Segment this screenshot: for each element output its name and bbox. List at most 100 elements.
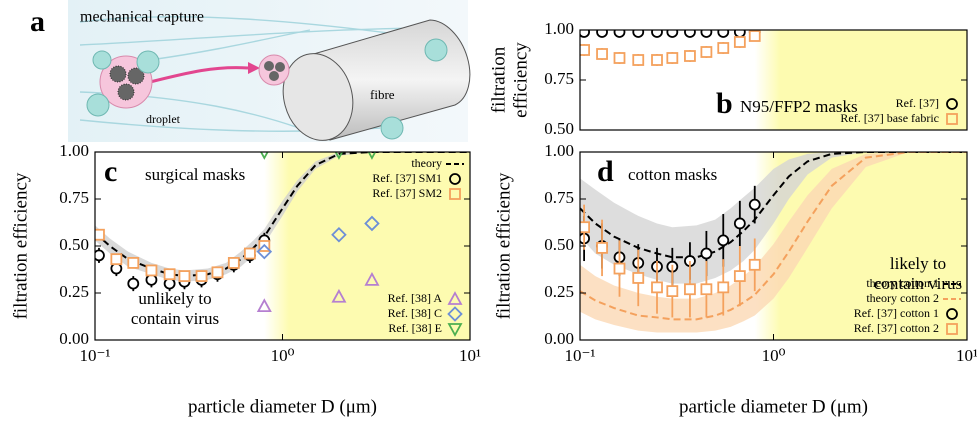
marker-square (596, 48, 608, 60)
marker-square (651, 54, 663, 66)
panel-title: N95/FFP2 masks (740, 97, 858, 116)
marker-square (613, 262, 626, 275)
marker-circle (717, 30, 730, 38)
legend-label: theory (411, 156, 442, 170)
marker-square (733, 36, 746, 48)
marker-square (666, 285, 679, 298)
panel-label: c (104, 155, 117, 188)
marker-square (580, 221, 591, 234)
legend-label: theory cotton 1 (866, 276, 939, 290)
x-axis-label: particle diameter D (μm) (679, 396, 868, 417)
y-axis-label: efficiency (510, 42, 531, 118)
legend-label: Ref. [38] E (388, 321, 442, 335)
fibre-label: fibre (370, 87, 395, 102)
droplet-label: droplet (146, 112, 181, 126)
marker-square (651, 281, 663, 294)
y-tick-label: 0.75 (544, 69, 574, 88)
marker-square (95, 228, 105, 241)
legend-label: Ref. [37] SM1 (372, 171, 442, 185)
marker-square (613, 52, 626, 64)
y-axis-label: filtration efficiency (10, 172, 31, 319)
marker-triangle (331, 288, 347, 303)
marker-square (700, 283, 713, 296)
marker-triangle (447, 291, 463, 305)
marker-circle (733, 30, 746, 38)
marker-square (684, 50, 696, 62)
uncertainty-band (580, 152, 967, 284)
marker-square (178, 270, 191, 282)
marker-triangle (447, 323, 463, 337)
panel: 0.50 0.75 1.00 filtration efficiency b N95/FFP… (488, 19, 968, 138)
legend-label: Ref. [37] base fabric (840, 111, 939, 125)
marker-square (700, 46, 713, 58)
marker-square (596, 241, 608, 254)
schematic-title: mechanical capture (80, 9, 204, 26)
schematic: a mechanical capture droplet fibre (30, 0, 471, 142)
likely-region (754, 30, 967, 130)
marker-circle (748, 198, 761, 211)
marker-diamond (256, 243, 273, 260)
y-tick-label: 0.75 (544, 188, 574, 207)
y-tick-label: 0.50 (544, 235, 574, 254)
legend-label: Ref. [37] cotton 2 (854, 321, 939, 335)
marker-square (748, 258, 761, 271)
legend-label: theory cotton 2 (866, 291, 939, 305)
marker-square (127, 257, 140, 269)
marker-square (632, 54, 645, 66)
y-axis-label: filtration (488, 46, 509, 113)
marker-circle (946, 98, 958, 110)
y-tick-label: 0.50 (544, 119, 574, 138)
x-tick-label: 10⁰ (762, 346, 786, 365)
marker-square (946, 113, 958, 125)
marker-circle (651, 30, 663, 38)
panel-title: cotton masks (628, 165, 717, 184)
particles (86, 38, 448, 140)
marker-circle (717, 234, 730, 247)
marker-triangle (256, 298, 272, 313)
panel: 0.00 0.25 0.50 0.75 1.00 10⁻¹ 10⁰ 10¹ filtration… (10, 141, 481, 417)
annotation: contain virus (874, 274, 962, 293)
trajectory-arrow (149, 66, 249, 84)
marker-square (684, 283, 696, 296)
marker-square (211, 266, 224, 279)
fibre-end (282, 53, 354, 141)
marker-triangle (364, 271, 380, 286)
marker-square (717, 42, 730, 54)
panel-title: surgical masks (145, 165, 245, 184)
y-axis-label: filtration efficiency (493, 172, 514, 319)
marker-circle (700, 247, 713, 260)
x-tick-label: 10⁻¹ (564, 346, 595, 365)
arrow-head (248, 62, 260, 74)
plot-area (95, 152, 470, 340)
marker-diamond (447, 306, 463, 322)
marker-square (666, 52, 679, 64)
marker-square (145, 264, 158, 277)
plot-area (580, 152, 967, 340)
virus (264, 61, 274, 71)
legend-label: Ref. [38] A (388, 291, 443, 305)
theory-line (580, 152, 967, 321)
marker-circle (632, 30, 645, 38)
marker-square (946, 323, 958, 335)
marker-square (449, 188, 461, 200)
x-tick-label: 10¹ (459, 346, 481, 365)
y-tick-label: 0.50 (59, 235, 89, 254)
x-tick-label: 10¹ (956, 346, 977, 365)
legend-label: Ref. [38] C (388, 306, 442, 320)
marker-square (195, 270, 208, 282)
panel-label: d (597, 155, 614, 188)
marker-circle (666, 30, 679, 38)
panel-label: b (716, 87, 733, 120)
y-tick-label: 0.00 (59, 329, 89, 348)
virus (269, 71, 279, 81)
uncertainty-band (580, 152, 967, 333)
virus (127, 67, 145, 85)
x-axis-label: particle diameter D (μm) (188, 396, 377, 417)
virus (275, 62, 285, 72)
virus (109, 65, 127, 83)
y-tick-label: 0.00 (544, 329, 574, 348)
x-tick-label: 10⁻¹ (79, 346, 110, 365)
y-tick-label: 1.00 (59, 141, 89, 160)
marker-circle (700, 30, 713, 38)
